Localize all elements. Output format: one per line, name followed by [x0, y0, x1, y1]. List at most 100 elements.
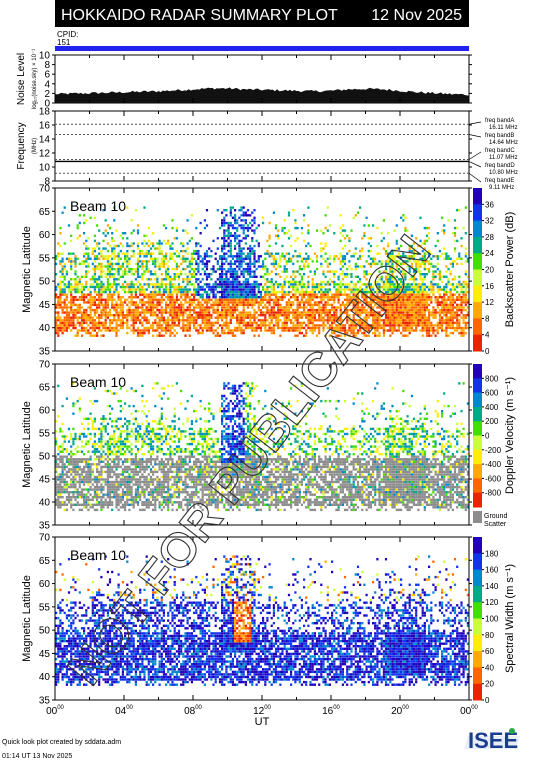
power-cell: [277, 303, 280, 307]
power-cell: [240, 326, 243, 330]
power-cell: [466, 306, 469, 309]
power-cell: [57, 316, 60, 319]
power-cell: [462, 316, 465, 319]
power-cell: [83, 288, 86, 291]
power-cell: [115, 290, 118, 294]
power-cell: [173, 290, 176, 294]
power-cell: [348, 260, 351, 263]
power-cell: [466, 326, 469, 330]
power-cell: [236, 255, 239, 258]
velocity-cell: [67, 501, 71, 504]
power-cell: [229, 239, 232, 243]
power-cell: [218, 298, 222, 301]
velocity-cell: [55, 498, 58, 501]
power-cell: [432, 314, 435, 317]
power-cell: [70, 285, 73, 289]
power-cell: [158, 244, 161, 248]
power-cell: [361, 293, 364, 296]
power-cell: [430, 326, 433, 330]
power-cell: [393, 278, 396, 281]
power-cell: [223, 234, 226, 237]
power-cell: [253, 319, 256, 322]
power-cell: [231, 224, 234, 227]
power-cell: [249, 221, 252, 225]
power-cell: [63, 290, 66, 294]
power-cell: [253, 314, 256, 317]
power-cell: [143, 316, 146, 319]
power-cell: [67, 280, 71, 284]
power-cell: [365, 273, 368, 276]
power-cell: [229, 211, 232, 214]
power-cell: [160, 293, 163, 296]
power-cell: [130, 255, 133, 258]
power-cell: [234, 301, 237, 304]
power-cell: [199, 314, 202, 317]
power-cell: [458, 303, 461, 307]
power-cell: [55, 296, 58, 299]
power-cell: [126, 206, 129, 209]
power-cell: [212, 306, 215, 309]
power-cell: [186, 278, 189, 281]
power-cell: [402, 316, 405, 319]
power-cell: [425, 331, 429, 335]
power-cell: [296, 290, 299, 294]
power-cell: [158, 265, 161, 268]
power-cell: [156, 306, 159, 309]
power-cell: [464, 270, 467, 273]
power-cell: [234, 237, 237, 240]
power-cell: [229, 247, 232, 250]
power-cell: [341, 301, 344, 304]
power-cell: [117, 270, 120, 273]
power-cell: [432, 326, 435, 330]
power-cell: [374, 311, 377, 314]
power-cell: [320, 288, 323, 291]
velocity-cell: [63, 463, 66, 466]
power-cell: [339, 334, 342, 337]
power-cell: [303, 306, 306, 309]
power-cell: [240, 288, 243, 291]
power-cell: [238, 311, 241, 314]
power-cell: [384, 288, 388, 291]
power-cell: [447, 316, 450, 319]
power-cell: [218, 273, 222, 276]
power-cell: [313, 273, 316, 276]
power-cell: [432, 308, 435, 312]
power-cell: [303, 303, 306, 307]
power-cell: [113, 257, 116, 260]
power-cell: [305, 301, 308, 304]
power-cell: [350, 308, 353, 312]
power-cell: [348, 265, 351, 268]
power-cell: [266, 311, 269, 314]
power-cell: [354, 326, 357, 330]
power-cell: [124, 301, 127, 304]
power-cell: [264, 329, 267, 332]
power-cell: [165, 267, 168, 271]
power-cell: [121, 288, 124, 291]
power-cell: [180, 288, 183, 291]
power-cell: [251, 296, 254, 299]
power-cell: [445, 314, 448, 317]
power-cell: [419, 239, 422, 243]
power-cell: [285, 293, 288, 296]
power-cell: [225, 214, 228, 217]
power-cell: [359, 278, 362, 281]
power-cell: [410, 285, 413, 289]
power-cell: [307, 229, 310, 232]
power-cell: [104, 314, 107, 317]
velocity-cell: [67, 493, 71, 496]
velocity-cell: [70, 503, 73, 506]
power-cell: [229, 232, 232, 235]
power-cell: [262, 301, 265, 304]
velocity-cell: [74, 473, 77, 476]
power-cell: [419, 290, 422, 294]
power-cell: [231, 303, 234, 307]
power-cell: [460, 298, 463, 301]
power-cell: [57, 324, 60, 327]
power-cell: [415, 267, 418, 271]
power-cell: [430, 290, 433, 294]
power-cell: [242, 275, 245, 278]
velocity-cell: [67, 453, 71, 456]
power-cell: [188, 324, 191, 327]
power-cell: [249, 249, 252, 253]
power-cell: [96, 255, 99, 258]
